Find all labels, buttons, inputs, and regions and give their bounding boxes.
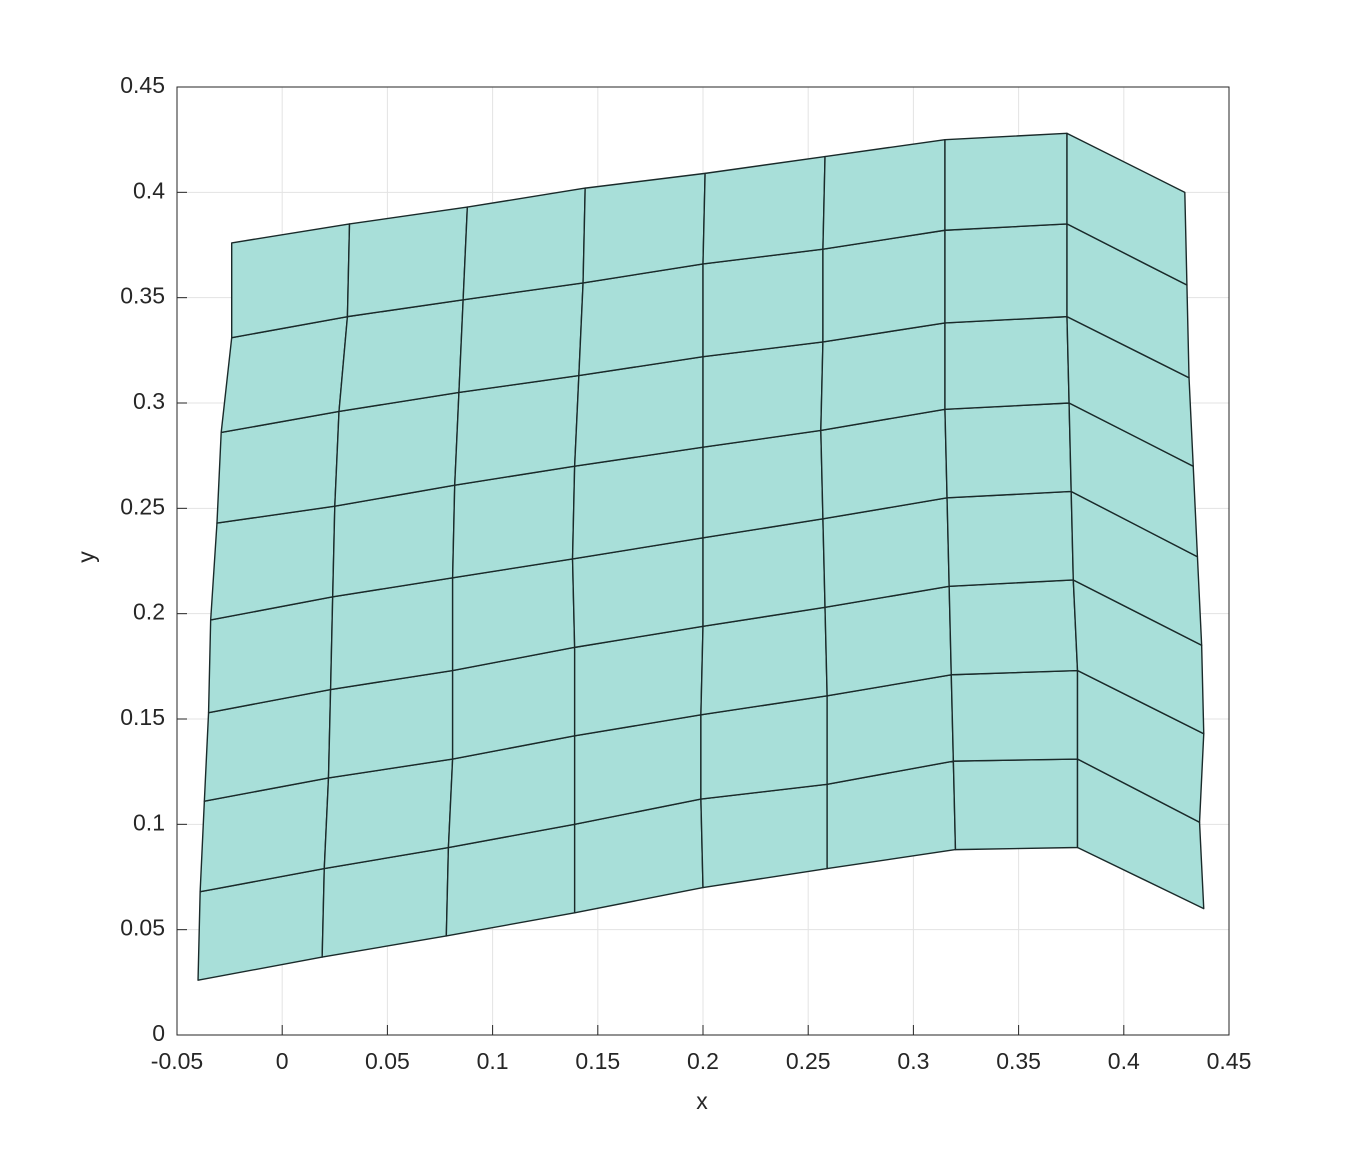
mesh-element <box>346 206 469 318</box>
mesh-element <box>458 282 584 394</box>
mesh-element <box>948 579 1079 676</box>
mesh-element <box>944 315 1070 411</box>
mesh-element <box>582 172 706 284</box>
x-tick-label: 0.45 <box>1207 1048 1252 1074</box>
mesh-element <box>702 341 824 448</box>
mesh-element <box>454 374 580 486</box>
x-axis-label: x <box>696 1088 708 1114</box>
y-tick-label: 0 <box>152 1020 165 1046</box>
y-tick-label: 0.2 <box>133 599 165 625</box>
y-tick-label: 0.35 <box>120 283 165 309</box>
x-tick-label: 0 <box>276 1048 289 1074</box>
mesh-element <box>944 223 1068 324</box>
axes-box <box>176 86 1230 1036</box>
mesh-element <box>944 132 1068 231</box>
x-tick-label: -0.05 <box>151 1048 203 1074</box>
mesh-element <box>462 187 586 301</box>
mesh-element <box>702 429 824 539</box>
mesh-element <box>950 669 1079 762</box>
y-tick-label: 0.3 <box>133 388 165 414</box>
mesh-element <box>700 783 828 889</box>
mesh-element <box>702 248 824 358</box>
mesh-element <box>1066 132 1188 286</box>
mesh-element <box>338 299 464 413</box>
mesh-element <box>702 155 826 265</box>
x-tick-label: 0.4 <box>1108 1048 1140 1074</box>
mesh-element <box>822 138 946 250</box>
x-tick-label: 0.1 <box>477 1048 509 1074</box>
x-tick-label: 0.3 <box>897 1048 929 1074</box>
mesh-element <box>944 402 1072 499</box>
mesh-element <box>946 490 1075 587</box>
mesh-element <box>952 758 1079 851</box>
y-tick-label: 0.05 <box>120 915 165 941</box>
y-axis-label: y <box>73 551 99 563</box>
x-tick-label: 0.2 <box>687 1048 719 1074</box>
y-tick-label: 0.15 <box>120 704 165 730</box>
x-tick-label: 0.25 <box>786 1048 831 1074</box>
x-tick-label: 0.05 <box>365 1048 410 1074</box>
y-tick-label: 0.1 <box>133 809 165 835</box>
x-tick-label: 0.35 <box>996 1048 1041 1074</box>
y-tick-label: 0.4 <box>133 177 165 203</box>
y-tick-label: 0.45 <box>120 72 165 98</box>
x-tick-label: 0.15 <box>575 1048 620 1074</box>
y-tick-label: 0.25 <box>120 493 165 519</box>
